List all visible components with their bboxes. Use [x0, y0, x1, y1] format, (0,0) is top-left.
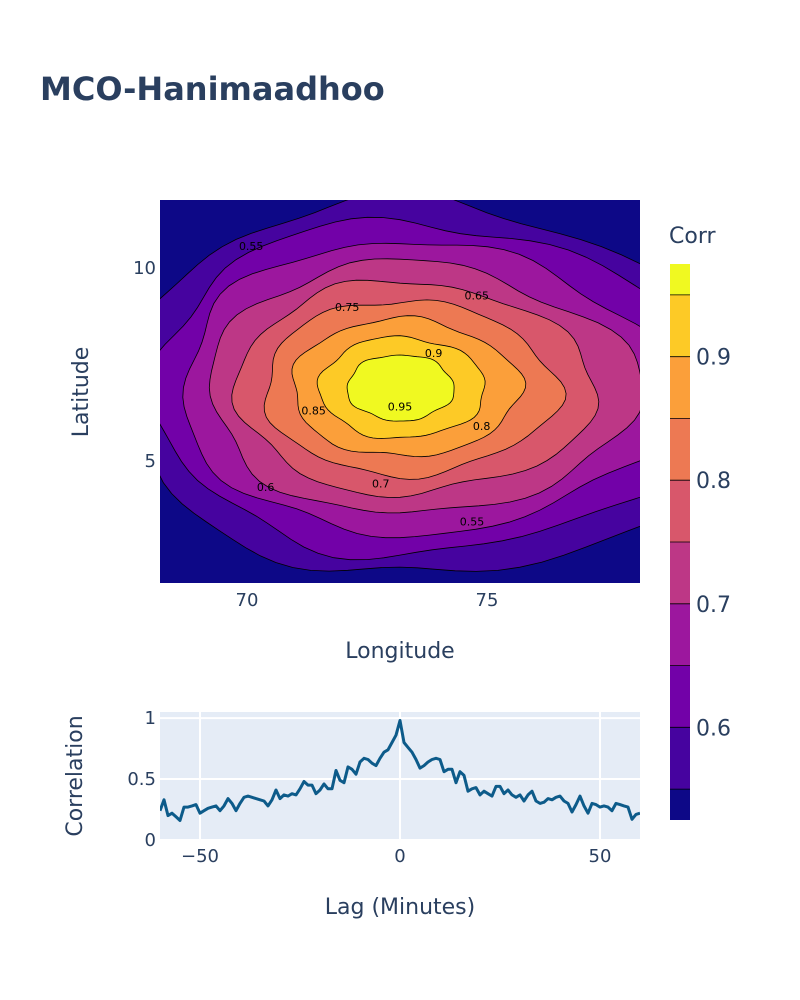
contour-label: 0.7 — [372, 477, 390, 490]
contour-labels: 0.55 0.65 0.75 0.9 0.95 0.85 0.8 0.6 0.7 0.55 — [239, 240, 490, 529]
contour-label: 0.95 — [388, 401, 413, 414]
colorbar-segment — [670, 727, 690, 790]
colorbar-segment — [670, 418, 690, 481]
chart-title: MCO-Hanimaadhoo — [40, 70, 385, 108]
colorbar-segment — [670, 789, 690, 820]
contour-label: 0.8 — [473, 420, 491, 433]
contour-label: 0.55 — [460, 516, 485, 529]
lag-tick: 50 — [589, 846, 612, 867]
lag-correlation-plot — [160, 712, 640, 841]
correlation-tick: 1 — [145, 708, 156, 729]
correlation-tick: 0 — [145, 830, 156, 851]
contour-level-0-95 — [346, 354, 455, 422]
y-tick-5: 5 — [145, 451, 156, 472]
contour-label: 0.85 — [301, 405, 326, 418]
x-tick-75: 75 — [476, 590, 499, 611]
colorbar — [670, 264, 690, 820]
x-tick-70: 70 — [236, 590, 259, 611]
lag-axis-title: Lag (Minutes) — [325, 895, 475, 920]
contour-bands — [160, 200, 640, 572]
colorbar-ticks: 0.6 0.7 0.8 0.9 — [696, 346, 731, 742]
contour-label: 0.75 — [335, 301, 360, 314]
colorbar-tick: 0.8 — [696, 469, 731, 494]
colorbar-segment — [670, 356, 690, 419]
y-tick-10: 10 — [133, 258, 156, 279]
colorbar-segment — [670, 294, 690, 357]
colorbar-segment — [670, 603, 690, 666]
lag-tick: 0 — [394, 846, 405, 867]
colorbar-segment — [670, 542, 690, 604]
correlation-line — [160, 719, 640, 822]
y-axis-title: Latitude — [69, 347, 94, 438]
colorbar-segment — [670, 264, 690, 295]
colorbar-tick: 0.7 — [696, 593, 731, 618]
line-grid — [160, 712, 640, 841]
colorbar-tick: 0.6 — [696, 716, 731, 741]
line-ticks: −50 0 50 0 0.5 1 — [127, 708, 611, 867]
colorbar-tick: 0.9 — [696, 346, 731, 371]
contour-plot: 0.55 0.65 0.75 0.9 0.95 0.85 0.8 0.6 0.7 0.55 — [160, 200, 640, 583]
contour-label: 0.9 — [425, 347, 443, 360]
contour-label: 0.55 — [239, 240, 264, 253]
colorbar-segment — [670, 665, 690, 728]
colorbar-segment — [670, 480, 690, 542]
contour-label: 0.65 — [465, 290, 490, 303]
correlation-tick: 0.5 — [127, 769, 156, 790]
x-axis-title: Longitude — [345, 639, 454, 664]
correlation-axis-title: Correlation — [63, 715, 88, 836]
lag-tick: −50 — [181, 846, 219, 867]
contour-label: 0.6 — [257, 481, 275, 494]
colorbar-title: Corr — [669, 224, 716, 249]
